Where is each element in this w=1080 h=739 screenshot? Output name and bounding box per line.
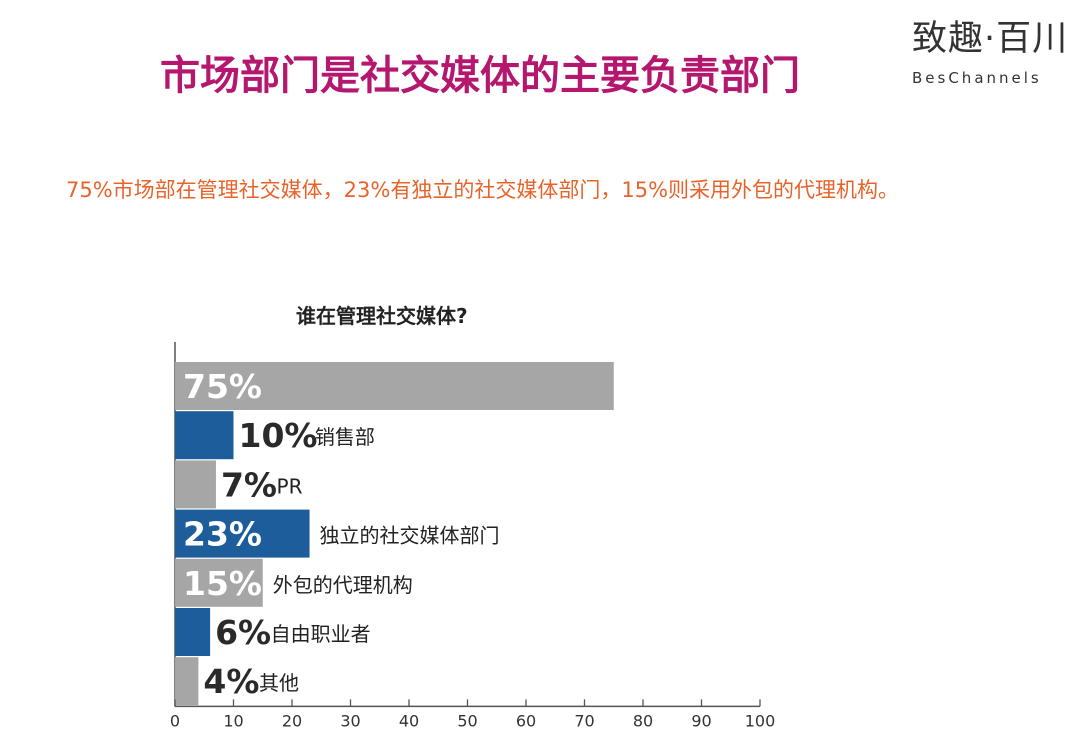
bar-6 xyxy=(175,657,199,706)
page-title: 市场部门是社交媒体的主要负责部门 xyxy=(160,53,800,99)
x-tick-label-2: 20 xyxy=(282,711,302,730)
x-tick-label-10: 100 xyxy=(745,711,776,730)
category-label-3: 独立的社交媒体部门 xyxy=(320,524,500,548)
x-tick-label-8: 80 xyxy=(633,711,653,730)
category-label-4: 外包的代理机构 xyxy=(273,573,413,597)
value-label-2: 7% xyxy=(221,465,277,504)
value-label-3: 23% xyxy=(183,515,262,554)
bar-2 xyxy=(175,460,216,509)
logo-english-text: BesChannels xyxy=(912,69,1042,87)
x-tick-label-1: 10 xyxy=(223,711,243,730)
x-tick-label-6: 60 xyxy=(516,711,536,730)
x-tick-label-7: 70 xyxy=(574,711,594,730)
x-tick-label-5: 50 xyxy=(457,711,477,730)
bar-chart: 75% 市场部 10%销售部 7% PR 23% 独立的社交媒体部门 15% 外包的代理机构6%… xyxy=(170,342,776,730)
category-label-6: 其他 xyxy=(259,671,299,695)
x-tick-label-0: 0 xyxy=(170,711,180,730)
bar-3 xyxy=(175,509,310,558)
x-tick-label-4: 40 xyxy=(399,711,419,730)
bar-0 xyxy=(175,362,614,410)
summary-text: 75%市场部在管理社交媒体，23%有独立的社交媒体部门，15%则采用外包的代理机… xyxy=(66,178,900,202)
category-label-0: 市场部 xyxy=(624,376,684,400)
logo-chinese-text: 致趣·百川 xyxy=(912,19,1069,59)
category-label-5: 自由职业者 xyxy=(271,622,371,646)
value-label-6: 4% xyxy=(203,662,259,701)
category-label-1: 销售部 xyxy=(315,425,375,449)
value-label-1: 10% xyxy=(239,416,318,455)
value-label-4: 15% xyxy=(183,564,262,603)
bar-1 xyxy=(175,411,234,460)
bar-5 xyxy=(175,608,211,656)
value-label-0: 75% xyxy=(183,367,262,406)
category-label-2: PR xyxy=(277,474,303,498)
x-tick-label-3: 30 xyxy=(340,711,360,730)
chart-title: 谁在管理社交媒体? xyxy=(296,304,468,328)
brand-logo: 致趣·百川 BesChannels xyxy=(912,18,1080,88)
bar-4 xyxy=(175,558,263,607)
value-label-5: 6% xyxy=(215,613,271,652)
x-tick-label-9: 90 xyxy=(691,711,711,730)
